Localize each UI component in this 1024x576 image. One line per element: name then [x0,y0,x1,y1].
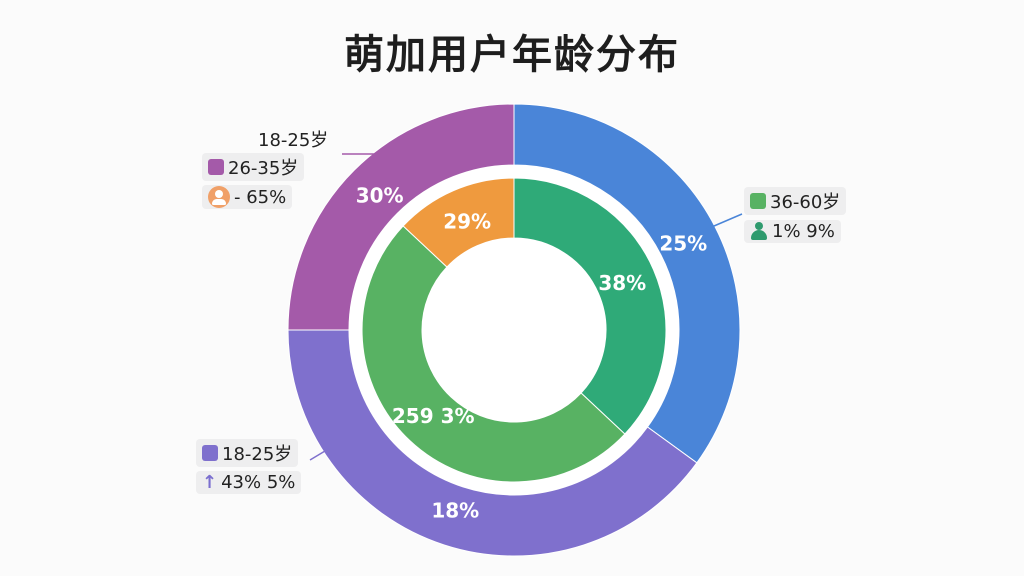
legend-label: 36-60岁 [770,192,841,213]
user-icon [750,221,768,241]
legend-swatch [750,193,766,209]
legend-pill: - 65% [202,185,293,209]
ring-gap [349,165,679,495]
inner-slice-label-1: 259 3% [392,404,475,428]
legend-bottom-left-row-2: ↑ 43% 5% [196,469,302,495]
legend-pill: 18-25岁 [196,439,299,467]
legend-top-left-row-3: - 65% [202,184,293,210]
slice-labels: 25% 18% 30% 38% 259 3% 29% [356,184,708,523]
outer-slice-label-0: 25% [659,232,707,256]
legend-swatch [202,445,218,461]
inner-slice-label-2: 29% [443,210,491,234]
legend-top-left-row-1: 18-25岁 [258,126,328,152]
legend-right-row-1: 36-60岁 [744,187,847,215]
arrow-up-icon: ↑ [202,471,218,493]
leader-line-right [699,213,743,233]
legend-pill: 1% 9% [744,219,841,243]
outer-slice-label-1: 18% [431,499,479,523]
legend-label: - 65% [234,186,287,208]
inner-slice-label-0: 38% [598,271,646,295]
legend-label: 26-35岁 [228,158,299,179]
legend-right-row-2: 1% 9% [744,218,841,244]
inner-ring [361,177,667,483]
chart-title: 萌加用户年龄分布 [344,32,680,78]
legend-bottom-left-row-1: 18-25岁 [196,439,299,467]
legend-label: 18-25岁 [222,444,293,465]
leader-line-bottom-left [309,447,331,461]
legend-label: 43% 5% [221,471,296,493]
legend-pill: 26-35岁 [202,153,305,181]
donut-hole [422,238,606,422]
leader-lines [309,153,743,461]
legend-pill: ↑ 43% 5% [196,470,302,494]
person-icon [208,186,230,208]
outer-slice-label-2: 30% [356,184,404,208]
legend-top-left-row-2: 26-35岁 [202,153,305,181]
legend-label: 18-25岁 [258,130,329,151]
legend-swatch [208,159,224,175]
legend-pill: 36-60岁 [744,187,847,215]
legend-label: 1% 9% [772,220,835,242]
